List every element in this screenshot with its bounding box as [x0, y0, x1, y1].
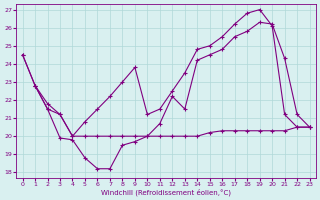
- X-axis label: Windchill (Refroidissement éolien,°C): Windchill (Refroidissement éolien,°C): [101, 188, 231, 196]
